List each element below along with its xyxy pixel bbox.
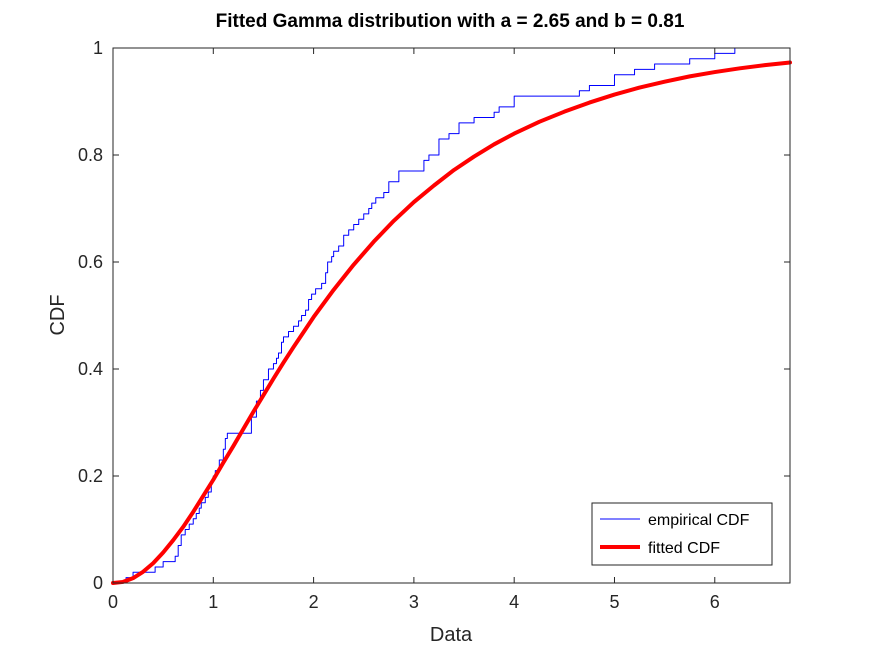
legend: empirical CDF fitted CDF: [591, 502, 773, 566]
x-tick-label: 6: [710, 592, 720, 612]
legend-label-empirical: empirical CDF: [648, 512, 750, 529]
x-tick-label: 3: [409, 592, 419, 612]
x-tick-label: 5: [609, 592, 619, 612]
y-tick-label: 0: [93, 573, 103, 593]
y-axis-ticks: 0 0.2 0.4 0.6 0.8 1: [78, 38, 790, 593]
y-tick-label: 0.8: [78, 145, 103, 165]
y-axis-label: CDF: [47, 294, 69, 335]
fitted-cdf-line: [111, 60, 792, 585]
x-tick-label: 0: [108, 592, 118, 612]
y-tick-label: 0.6: [78, 252, 103, 272]
legend-box: [591, 502, 773, 566]
legend-label-fitted: fitted CDF: [648, 540, 720, 557]
x-axis-ticks: 0 1 2 3 4 5 6: [108, 48, 720, 612]
x-tick-label: 1: [208, 592, 218, 612]
y-tick-label: 0.2: [78, 466, 103, 486]
plot-area: [113, 48, 790, 583]
y-tick-label: 0.4: [78, 359, 103, 379]
x-tick-label: 2: [309, 592, 319, 612]
chart-title: Fitted Gamma distribution with a = 2.65 …: [216, 11, 685, 32]
y-tick-label: 1: [93, 38, 103, 58]
x-axis-label: Data: [430, 624, 473, 646]
curves-layer: [111, 47, 792, 585]
x-tick-label: 4: [509, 592, 519, 612]
plot-frame: [112, 47, 791, 584]
empirical-cdf-line: [112, 47, 791, 584]
